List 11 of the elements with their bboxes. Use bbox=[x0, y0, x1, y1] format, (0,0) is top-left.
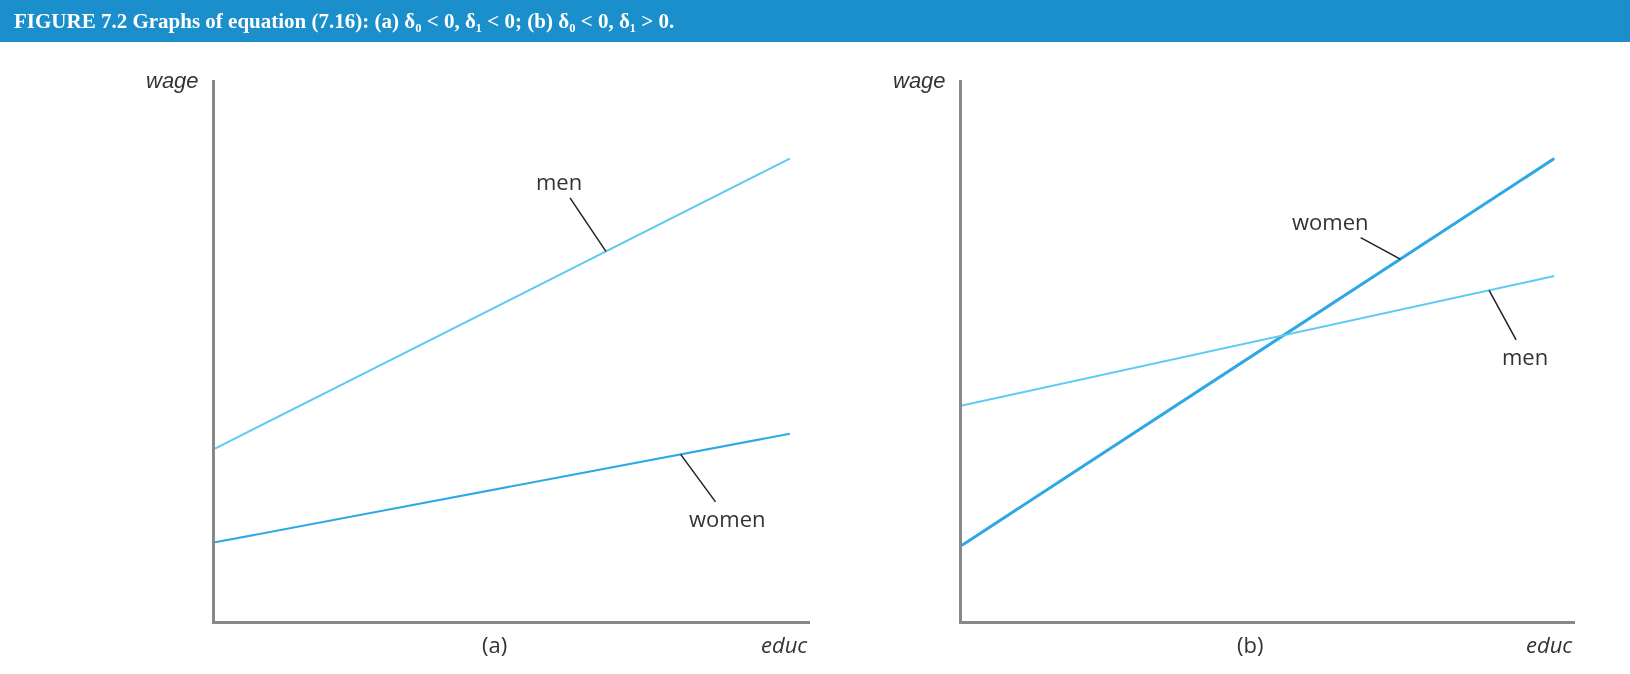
series-label: women bbox=[1292, 206, 1369, 236]
y-axis-title: wage bbox=[893, 68, 946, 93]
chart-title: FIGURE 7.2 Graphs of equation (7.16): (a) δ₀ < 0, δ₁ < 0; (b) δ₀ < 0, δ₁ > 0. bbox=[0, 0, 1630, 42]
x-axis-title: educ bbox=[1526, 629, 1574, 659]
text: (b) bbox=[1237, 629, 1264, 659]
text: women bbox=[689, 503, 766, 533]
x-axis-title: educ bbox=[761, 629, 809, 659]
text: men bbox=[1502, 341, 1549, 371]
y-axis-title: wage bbox=[146, 68, 199, 93]
text: (a) bbox=[482, 629, 508, 659]
text: men bbox=[536, 166, 583, 196]
